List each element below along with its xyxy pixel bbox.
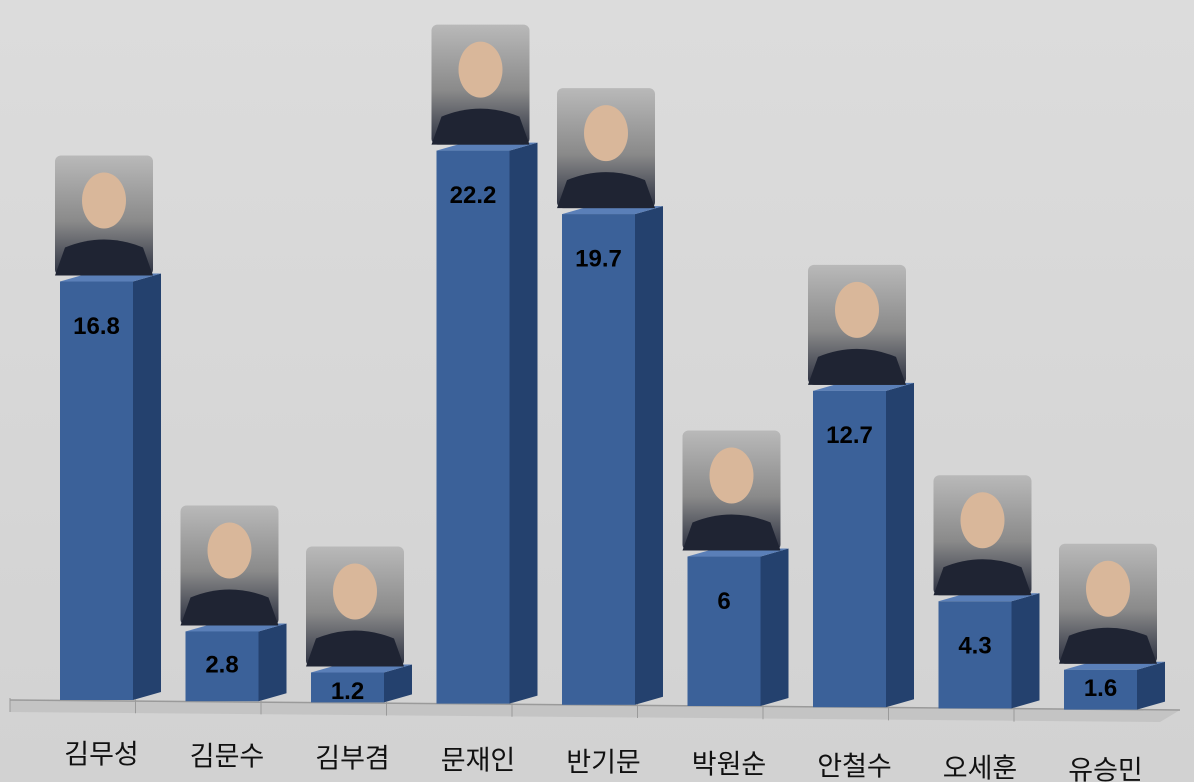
photo-face	[1086, 561, 1130, 617]
bar	[437, 151, 510, 704]
bar	[60, 282, 133, 700]
x-tick-label: 박원순	[692, 750, 767, 781]
bar-side	[259, 623, 287, 701]
bar-side	[1137, 662, 1165, 710]
x-tick-label: 반기문	[566, 748, 641, 779]
chart: 16.8 김무성 2.8 김문수 1.2 김부겸 22.2 문재인 19.7 반기문 6 박원순 12.…	[0, 0, 1194, 782]
x-tick-label: 김문수	[190, 742, 265, 773]
bar	[688, 557, 761, 706]
bar-side	[133, 274, 161, 700]
x-tick-label: 김무성	[64, 740, 139, 771]
value-label: 22.2	[450, 182, 497, 209]
x-tick-label: 김부겸	[315, 744, 390, 775]
photo-face	[333, 564, 377, 620]
bar-side	[510, 143, 538, 704]
photo-face	[584, 105, 628, 161]
photo-face	[208, 522, 252, 578]
value-label: 4.3	[958, 633, 991, 660]
value-label: 19.7	[575, 245, 622, 272]
value-label: 6	[717, 588, 730, 615]
photo-face	[459, 42, 503, 98]
x-tick-label: 유승민	[1068, 756, 1143, 782]
bar-side	[1012, 593, 1040, 708]
photo-face	[82, 173, 126, 229]
value-label: 1.6	[1084, 675, 1117, 702]
value-label: 1.2	[331, 678, 364, 705]
bar	[562, 214, 635, 705]
bar-side	[886, 383, 914, 707]
photo-face	[835, 282, 879, 338]
value-label: 16.8	[73, 313, 120, 340]
value-label: 12.7	[826, 422, 873, 449]
bar-side	[761, 549, 789, 706]
photo-face	[710, 448, 754, 504]
photo-face	[961, 492, 1005, 548]
x-tick-label: 문재인	[441, 746, 516, 777]
x-tick-label: 안철수	[817, 752, 892, 782]
bar-side	[635, 206, 663, 705]
value-label: 2.8	[205, 652, 238, 679]
x-tick-label: 오세훈	[943, 754, 1018, 782]
